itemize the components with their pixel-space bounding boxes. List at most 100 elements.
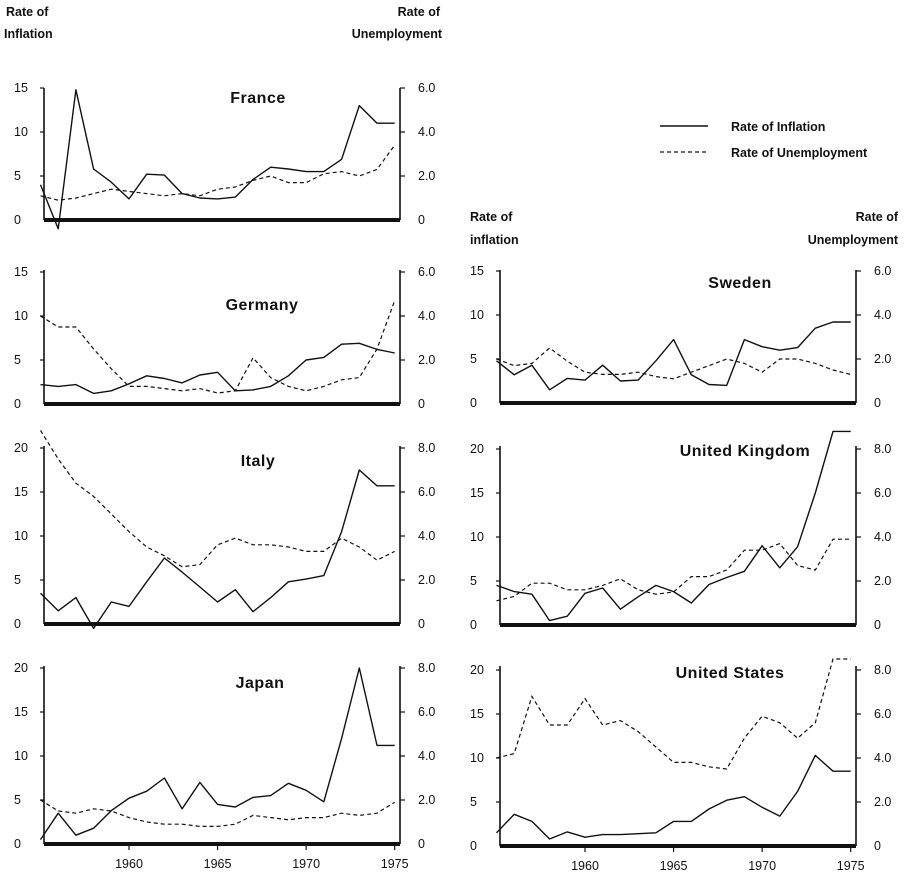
germany-unemployment-tick-label: 4.0 [418,309,435,323]
japan-panel: 0 5 10 15 20 0 2.0 4.0 6.0 8.0 Japan 1960 1965 1970 19… [14,661,435,871]
italy-unemployment-tick-label: 6.0 [418,485,435,499]
sweden-inflation-tick-label: 5 [470,352,477,366]
italy-inflation-line [40,469,395,630]
sweden-inflation-tick-label: 10 [470,308,484,322]
united-states-x-tick-label: 1975 [837,859,865,873]
united-states-unemployment-line [496,658,851,770]
united-kingdom-inflation-tick-label: 0 [470,618,477,632]
france-panel: 0 5 10 15 0 2.0 4.0 6.0 France [14,81,435,230]
united-states-inflation-tick-label: 15 [470,707,484,721]
united-kingdom-unemployment-tick-label: 6.0 [874,486,891,500]
germany-inflation-line [40,342,395,395]
japan-inflation-line [39,667,395,840]
italy-unemployment-tick-label: 8.0 [418,441,435,455]
sweden-unemployment-tick-label: 6.0 [874,264,891,278]
united-states-inflation-tick-label: 0 [470,839,477,853]
legend: Rate of Inflation Rate of Unemployment [660,120,868,160]
france-inflation-tick-label: 5 [14,169,21,183]
united-states-x-tick-label: 1960 [571,859,599,873]
sweden-unemployment-tick-label: 4.0 [874,308,891,322]
sweden-unemployment-tick-label: 2.0 [874,352,891,366]
sweden-title: Sweden [708,275,771,292]
japan-inflation-tick-label: 15 [14,705,28,719]
united-kingdom-unemployment-line [496,538,851,602]
italy-unemployment-tick-label: 0 [418,617,425,631]
france-inflation-tick-label: 0 [14,213,21,227]
united-kingdom-title: United Kingdom [680,443,811,460]
japan-unemployment-tick-label: 6.0 [418,705,435,719]
united-kingdom-inflation-tick-label: 20 [470,442,484,456]
italy-inflation-tick-label: 20 [14,441,28,455]
united-states-inflation-tick-label: 20 [470,663,484,677]
germany-unemployment-tick-label: 6.0 [418,265,435,279]
france-unemployment-tick-label: 2.0 [418,169,435,183]
united-kingdom-panel: 0 5 10 15 20 0 2.0 4.0 6.0 8.0 United Kingdom [470,430,891,632]
right-inflation-header-line2: inflation [470,233,519,247]
germany-inflation-tick-label: 5 [14,353,21,367]
united-kingdom-unemployment-tick-label: 4.0 [874,530,891,544]
united-states-unemployment-tick-label: 6.0 [874,707,891,721]
italy-unemployment-tick-label: 4.0 [418,529,435,543]
united-kingdom-inflation-tick-label: 5 [470,574,477,588]
left-unemployment-header-line2: Unemployment [352,27,443,41]
japan-x-tick-label: 1965 [204,857,232,871]
united-states-inflation-tick-label: 10 [470,751,484,765]
italy-inflation-tick-label: 15 [14,485,28,499]
japan-x-tick-label: 1960 [115,857,143,871]
germany-panel: 0 5 10 15 0 2.0 4.0 6.0 Germany [14,265,435,411]
united-kingdom-unemployment-tick-label: 2.0 [874,574,891,588]
right-unemployment-header-line1: Rate of [856,210,899,224]
sweden-inflation-line [496,321,851,391]
sweden-panel: 0 5 10 15 0 2.0 4.0 6.0 Sweden [470,264,891,410]
france-title: France [230,90,285,107]
germany-inflation-tick-label: 15 [14,265,28,279]
italy-inflation-tick-label: 5 [14,573,21,587]
legend-inflation-label: Rate of Inflation [731,120,825,134]
japan-inflation-tick-label: 20 [14,661,28,675]
japan-unemployment-line [40,799,396,828]
france-unemployment-tick-label: 6.0 [418,81,435,95]
united-states-unemployment-tick-label: 8.0 [874,663,891,677]
germany-inflation-tick-label: 0 [14,397,21,411]
united-states-unemployment-tick-label: 2.0 [874,795,891,809]
france-unemployment-tick-label: 4.0 [418,125,435,139]
united-states-title: United States [676,665,785,682]
legend-unemployment-label: Rate of Unemployment [731,146,868,160]
japan-unemployment-tick-label: 4.0 [418,749,435,763]
right-unemployment-header-line2: Unemployment [808,233,899,247]
left-inflation-header-line1: Rate of [6,5,49,19]
italy-unemployment-tick-label: 2.0 [418,573,435,587]
united-kingdom-unemployment-tick-label: 8.0 [874,442,891,456]
united-states-unemployment-tick-label: 4.0 [874,751,891,765]
united-kingdom-unemployment-tick-label: 0 [874,618,881,632]
france-inflation-tick-label: 10 [14,125,28,139]
japan-inflation-tick-label: 10 [14,749,28,763]
japan-inflation-tick-label: 5 [14,793,21,807]
italy-panel: 0 5 10 15 20 0 2.0 4.0 6.0 8.0 Italy [14,430,435,631]
italy-unemployment-line [39,430,395,568]
germany-title: Germany [226,297,299,314]
japan-title: Japan [236,675,285,692]
united-states-panel: 0 5 10 15 20 0 2.0 4.0 6.0 8.0 United States 1960 19… [470,658,891,873]
germany-unemployment-tick-label: 0 [418,397,425,411]
france-inflation-tick-label: 15 [14,81,28,95]
sweden-unemployment-tick-label: 0 [874,396,881,410]
sweden-inflation-tick-label: 0 [470,396,477,410]
germany-unemployment-tick-label: 2.0 [418,353,435,367]
left-inflation-header-line2: Inflation [4,27,53,41]
germany-unemployment-line [40,300,396,394]
sweden-inflation-tick-label: 15 [470,264,484,278]
left-unemployment-header-line1: Rate of [398,5,441,19]
japan-unemployment-tick-label: 2.0 [418,793,435,807]
united-states-inflation-line [495,754,851,840]
sweden-unemployment-line [496,347,851,380]
japan-unemployment-tick-label: 0 [418,837,425,851]
united-kingdom-inflation-tick-label: 10 [470,530,484,544]
italy-title: Italy [241,453,276,470]
france-inflation-line [39,89,395,230]
japan-x-tick-label: 1970 [292,857,320,871]
japan-x-tick-label: 1975 [381,857,409,871]
united-states-x-tick-label: 1970 [748,859,776,873]
united-states-x-tick-label: 1965 [660,859,688,873]
